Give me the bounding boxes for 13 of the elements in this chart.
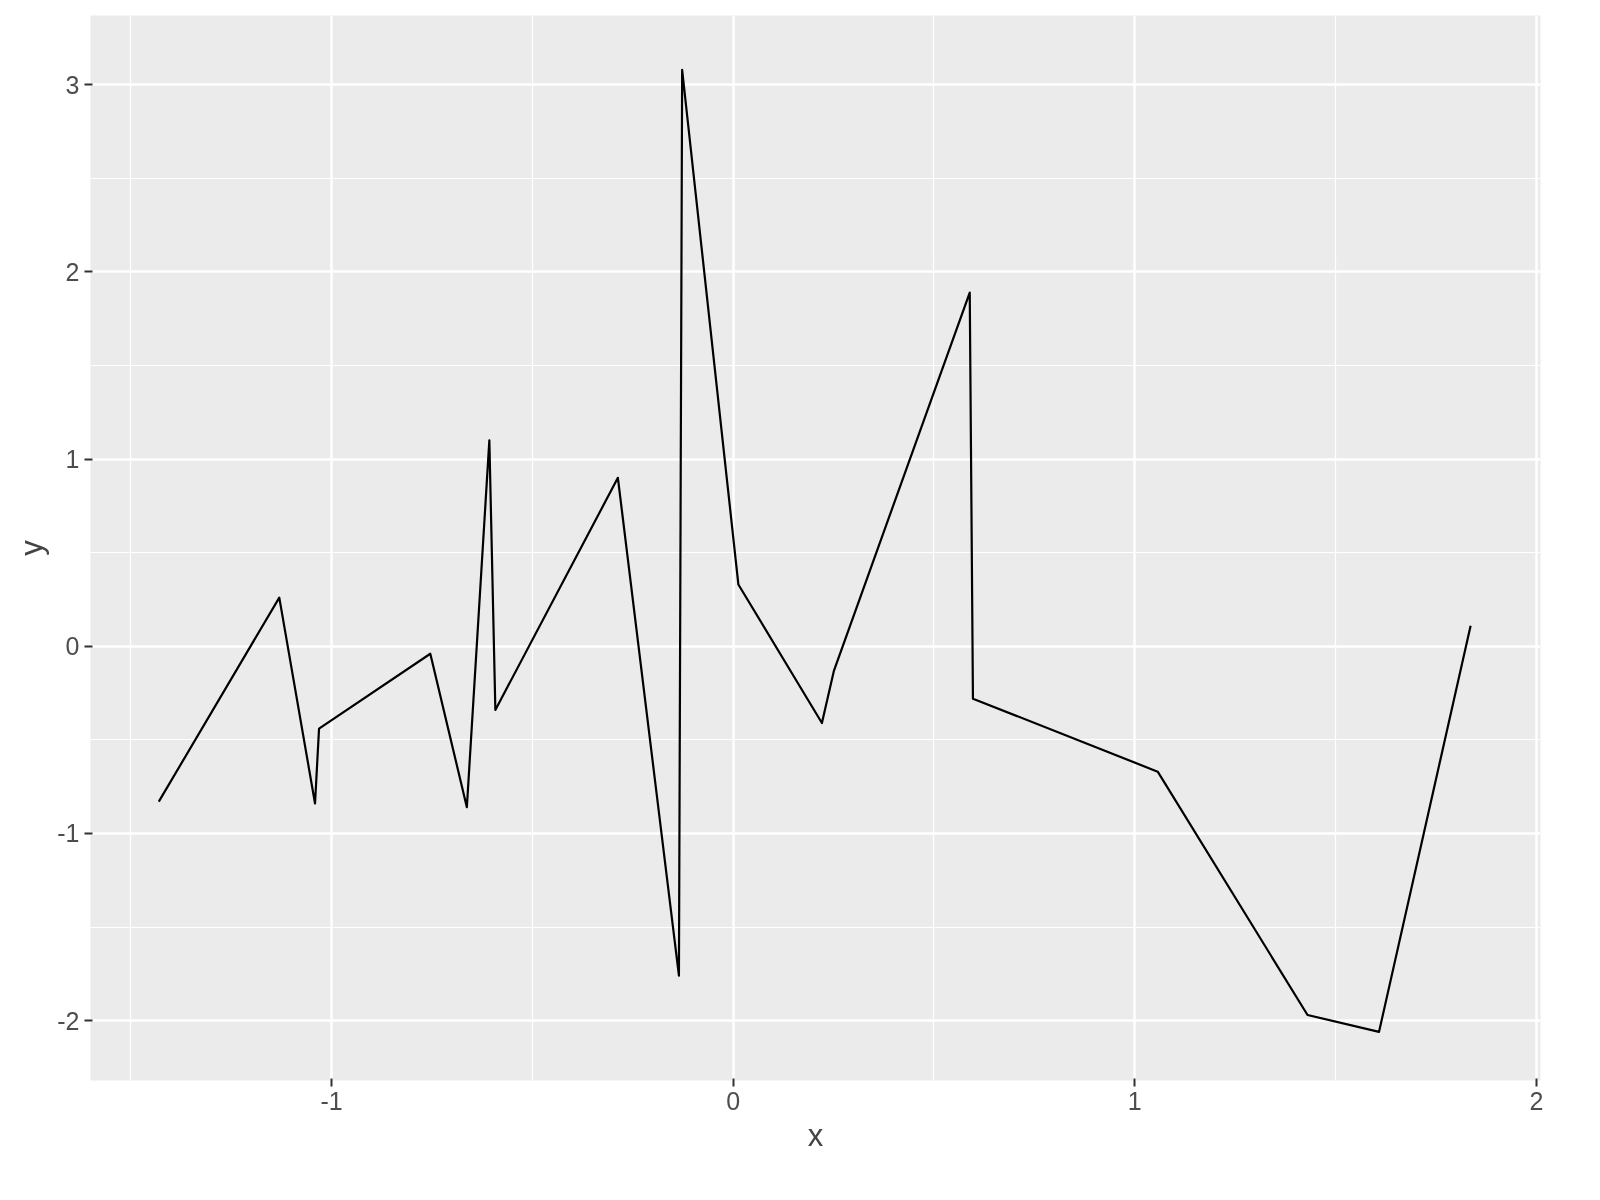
y-tick-label: 3 (65, 70, 80, 99)
y-tick-label: 1 (65, 445, 80, 474)
x-axis-title: x (807, 1117, 824, 1153)
y-tick-label: -1 (57, 819, 80, 848)
line-series (157, 68, 1472, 1033)
y-tick-label: 2 (65, 257, 80, 286)
x-tick-label: 2 (1529, 1086, 1544, 1115)
x-tick-label: 0 (726, 1086, 741, 1115)
x-tick-label: -1 (320, 1086, 343, 1115)
y-tick-label: 0 (65, 632, 80, 661)
y-tick-label: -2 (57, 1006, 80, 1035)
y-axis-title: y (14, 539, 50, 556)
x-tick-label: 1 (1127, 1086, 1142, 1115)
